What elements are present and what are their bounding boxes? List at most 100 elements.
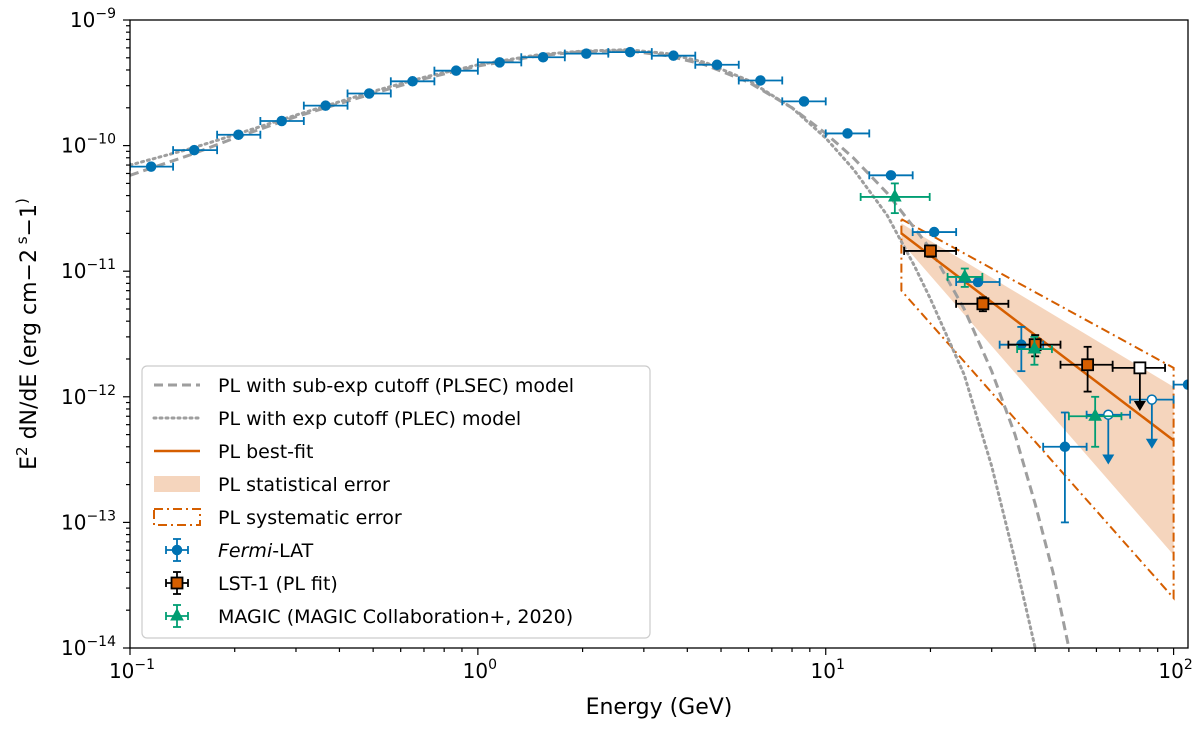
fermi-marker [276,115,287,127]
fermi-marker [363,88,375,99]
pl-systematic-error-band [900,217,1175,601]
legend-entry-lst: LST-1 (PL fit) [165,571,338,595]
legend-entry-pl: PL best-fit [154,441,313,463]
x-axis-title: Energy (GeV) [586,695,733,720]
y-tick-label: 10−10 [61,132,116,158]
fermi-marker [233,129,244,141]
y-tick-label: 10−12 [61,383,116,409]
upper-limit-arrow [1145,438,1158,449]
fermi-point [130,161,174,172]
legend-entry-stat: PL statistical error [154,474,390,496]
fermi-point [520,52,566,63]
legend-entry-plec: PL with exp cutoff (PLEC) model [152,408,521,430]
legend-stat-swatch [154,476,200,492]
y-axis-title: E2 dN/dE (erg cm−2 s−1) [13,198,42,470]
lst-marker [1133,361,1147,375]
legend-label-pl: PL best-fit [218,441,313,463]
lst-point [1111,361,1166,411]
legend-entry-plsec: PL with sub-exp cutoff (PLSEC) model [154,375,574,397]
x-tick-label: 102 [1158,657,1192,683]
x-tick-label: 101 [811,657,845,683]
lst-series [903,244,1166,411]
lst-point [903,244,957,258]
upper-limit-arrow [1133,400,1146,411]
legend-magic-marker [170,607,184,621]
fermi-marker [1059,441,1071,453]
fermi-point [694,59,740,71]
legend-entry-syst: PL systematic error [153,507,402,529]
legend-entry-magic: MAGIC (MAGIC Collaboration+, 2020) [165,604,573,628]
y-tick-label: 10−9 [70,6,116,32]
fermi-series [130,46,1188,524]
lst-point [1059,345,1114,393]
legend: PL with sub-exp cutoff (PLSEC) model PL w… [141,365,651,639]
legend-label-plsec: PL with sub-exp cutoff (PLSEC) model [218,375,574,397]
magic-marker [957,268,972,282]
lst-marker [1081,358,1095,372]
magic-marker [1088,408,1103,421]
legend-box [141,365,651,639]
x-tick-label: 100 [463,657,497,683]
fermi-marker [1103,409,1114,420]
fermi-marker [450,65,462,76]
magic-marker [887,188,902,202]
fermi-point [955,276,1001,288]
fermi-marker [1182,379,1188,390]
fermi-marker [537,52,549,63]
axes-frame [129,19,1189,649]
fermi-marker [145,161,157,172]
legend-label-stat: PL statistical error [218,474,390,496]
legend-fermi-marker [171,544,183,556]
fermi-marker [755,75,766,86]
fermi-point [737,75,784,86]
legend-label-lst: LST-1 (PL fit) [218,573,338,595]
magic-point [859,182,931,215]
fermi-point [433,65,479,76]
fermi-marker [798,96,810,107]
plot-area [130,46,1188,648]
magic-point [1016,335,1053,366]
fermi-marker [407,76,418,87]
fermi-point [389,76,436,87]
fermi-marker [581,48,592,59]
fermi-point [781,96,827,107]
fermi-marker [624,46,636,58]
fermi-point [1129,394,1175,449]
lst-marker [924,244,937,258]
legend-label-magic: MAGIC (MAGIC Collaboration+, 2020) [218,606,573,628]
fermi-marker [711,59,723,71]
pl-statistical-error-band [901,223,1174,556]
fermi-marker [320,100,331,111]
magic-marker [1027,341,1042,354]
y-tick-label: 10−14 [61,634,116,660]
fermi-point [1042,411,1088,524]
fermi-point [172,144,219,156]
fermi-marker [842,128,853,139]
fermi-point [216,129,262,141]
fermi-point [911,226,958,238]
fermi-marker [885,170,897,181]
fermi-point [650,50,697,61]
plec-model-line [130,48,1037,648]
fermi-marker [494,57,505,68]
fermi-point [302,100,349,111]
legend-label-syst: PL systematic error [218,507,402,529]
legend-syst-swatch [153,508,201,526]
fermi-marker [972,276,984,288]
fermi-marker [928,226,940,238]
legend-label-fermi: Fermi-LAT [218,540,314,562]
fermi-point [259,115,305,127]
y-tick-label: 10−13 [61,508,116,534]
magic-point [1067,395,1123,448]
fermi-marker [668,50,679,61]
y-tick-label: 10−11 [61,257,116,283]
magic-series [859,182,1123,448]
lst-marker [976,297,990,311]
fermi-marker [1146,394,1158,405]
upper-limit-arrow [1102,454,1115,465]
fermi-marker [188,144,200,156]
axes: 10−1 100 101 102 10−14 10−13 10−12 10−11 10−10 10… [13,6,1193,720]
x-tick-label: 10−1 [109,657,155,683]
fermi-point [346,88,392,99]
